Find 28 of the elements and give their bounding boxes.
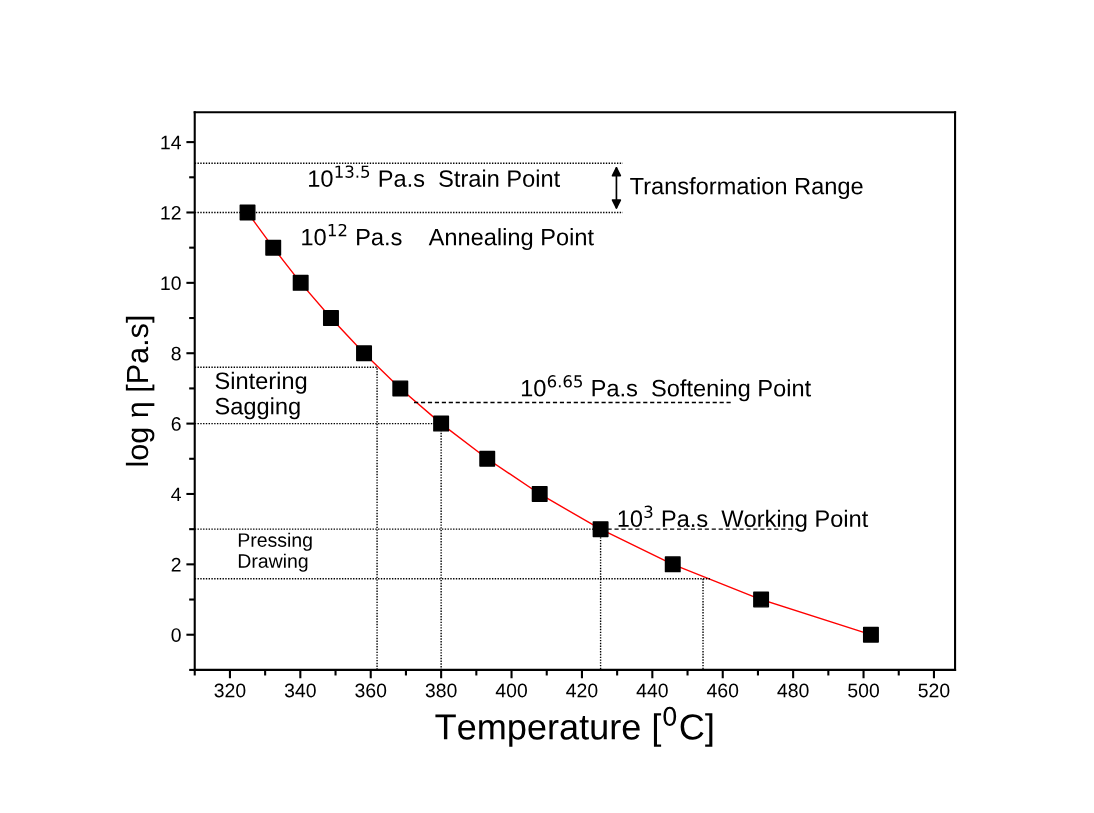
x-tick-label: 420 xyxy=(566,683,598,698)
y-tick-label: 8 xyxy=(171,346,181,361)
y-tick-label: 6 xyxy=(171,417,181,431)
x-tick-label: 460 xyxy=(706,683,739,698)
annotation: 10$^{13.5}$ Pa.s Strain Point xyxy=(309,165,560,187)
y-tick-label: 14 xyxy=(161,135,181,150)
annotation: Sintering Sagging xyxy=(215,371,307,420)
x-tick-label: 440 xyxy=(636,683,668,698)
x-tick-label: 480 xyxy=(777,683,809,698)
x-tick-label: 500 xyxy=(848,683,879,698)
annotation: 10$^{12}$ Pa.s Annealing Point xyxy=(302,223,594,251)
y-tick-label: 10 xyxy=(161,276,181,291)
x-tick-label: 360 xyxy=(355,683,387,698)
x-axis-title: Temperature [$^{0}$C] xyxy=(435,706,713,747)
x-tick-label: 380 xyxy=(425,683,457,698)
y-axis-title: log η [Pa.s] xyxy=(125,316,155,466)
annotation: Pressing Drawing xyxy=(238,532,312,572)
x-tick-label: 400 xyxy=(495,683,527,698)
y-tick-label: 12 xyxy=(161,205,181,220)
annotation: 10$^{6.65}$ Pa.s Softening Point xyxy=(521,375,811,402)
x-tick-label: 520 xyxy=(918,683,950,698)
y-tick-label: 0 xyxy=(171,628,181,642)
annotation: Transformation Range xyxy=(630,177,863,200)
x-tick-label: 340 xyxy=(284,683,316,698)
x-tick-label: 320 xyxy=(214,683,246,698)
y-tick-label: 4 xyxy=(171,487,181,502)
y-tick-label: 2 xyxy=(171,557,181,572)
annotation: 10$^{3}$ Pa.s Working Point xyxy=(618,505,869,532)
